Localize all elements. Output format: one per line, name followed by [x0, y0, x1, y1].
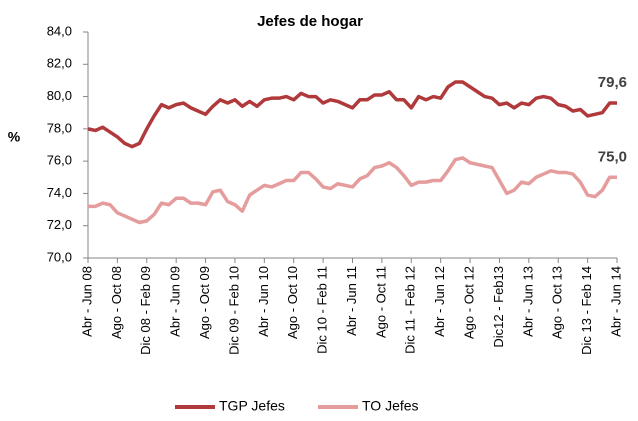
- x-tick-label: Ago - Oct 10: [285, 266, 300, 339]
- y-tick-label: 74,0: [47, 185, 72, 200]
- y-tick-label: 70,0: [47, 249, 72, 264]
- x-tick-label: Abr - Jun 13: [520, 266, 535, 337]
- y-tick-label: 84,0: [47, 23, 72, 38]
- y-tick-label: 76,0: [47, 153, 72, 168]
- x-tick-label: Ago - Oct 12: [461, 266, 476, 339]
- x-tick-label: Dic 09 - Feb 10: [226, 266, 241, 355]
- legend-label: TO Jefes: [362, 398, 419, 414]
- x-tick-label: Dic 13 - Feb 14: [579, 266, 594, 355]
- x-tick-label: Abr - Jun 11: [344, 266, 359, 336]
- x-tick-label: Ago - Oct 13: [550, 266, 565, 339]
- y-tick-label: 82,0: [47, 56, 72, 71]
- data-label: 75,0: [598, 148, 627, 165]
- series-line: [88, 156, 617, 225]
- x-tick-label: Abr - Jun 10: [256, 266, 271, 337]
- x-tick-label: Ago - Oct 08: [109, 266, 124, 339]
- x-tick-label: Abr - Jun 08: [79, 266, 94, 337]
- y-axis-label: %: [8, 129, 21, 145]
- x-tick-label: Ago - Oct 09: [197, 266, 212, 339]
- x-tick-label: Abr - Jun 12: [432, 266, 447, 337]
- chart-title: Jefes de hogar: [257, 13, 363, 30]
- series-line: [87, 80, 617, 149]
- y-tick-label: 78,0: [47, 120, 72, 135]
- y-tick-label: 80,0: [47, 88, 72, 103]
- legend-label: TGP Jefes: [219, 398, 285, 414]
- x-tick-label: Dic 10 - Feb 11: [315, 266, 330, 354]
- y-tick-label: 72,0: [47, 217, 72, 232]
- data-label: 79,6: [598, 74, 627, 91]
- x-tick-label: Abr - Jun 14: [608, 266, 623, 337]
- x-tick-label: Dic 11 - Feb 12: [403, 266, 418, 354]
- x-tick-label: Dic 08 - Feb 09: [138, 266, 153, 355]
- x-tick-label: Abr - Jun 09: [168, 266, 183, 337]
- x-tick-label: Ago - Oct 11: [373, 266, 388, 338]
- x-tick-label: Dic12 - Feb13: [491, 266, 506, 348]
